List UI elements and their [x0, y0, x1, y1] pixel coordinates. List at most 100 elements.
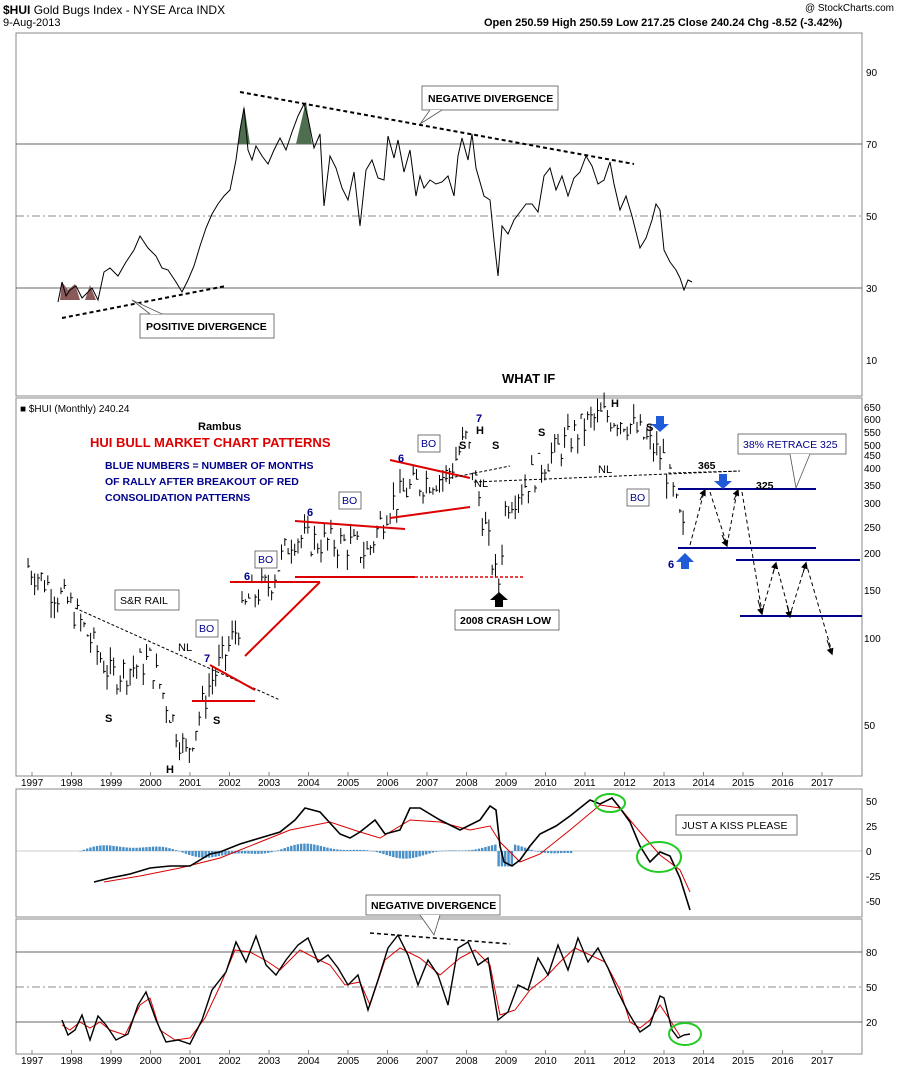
green-circle	[594, 793, 626, 813]
macd-hist-bar	[171, 849, 174, 851]
macd-hist-bar	[135, 847, 138, 851]
macd-hist-bar	[553, 851, 556, 854]
pattern-letters: S H S NL S H S NL S H S NL	[105, 398, 653, 776]
macd-hist-bar	[461, 850, 464, 851]
macd-hist-bar	[148, 846, 151, 851]
svg-text:NEGATIVE DIVERGENCE: NEGATIVE DIVERGENCE	[428, 93, 553, 105]
macd-hist-bar	[322, 846, 326, 851]
top-ytick: 90	[866, 68, 878, 79]
macd-hist-bar	[260, 851, 263, 854]
svg-text:200: 200	[864, 549, 881, 560]
kiss-label: JUST A KISS PLEASE	[675, 814, 798, 836]
bo-label: BO	[254, 550, 278, 569]
macd-hist-bar	[290, 845, 293, 851]
macd-hist-bar	[569, 851, 573, 854]
svg-text:2008 CRASH LOW: 2008 CRASH LOW	[460, 615, 551, 627]
macd-hist-bar	[342, 849, 346, 851]
x-tick-label: 2015	[732, 778, 755, 789]
x-tick-label: 2015	[732, 1056, 755, 1067]
macd-hist-bar	[543, 851, 546, 853]
macd-hist-bar	[191, 851, 194, 856]
rsi-ytick: 20	[866, 1018, 878, 1029]
macd-hist-bar	[464, 850, 467, 851]
x-tick-label: 2012	[614, 1056, 637, 1067]
main-x-axis: 1997 1998 1999 2000 2001 2002 2003 2004 2005 2006…	[21, 772, 834, 789]
macd-hist-bar	[533, 850, 537, 852]
macd-hist-bar	[197, 851, 201, 858]
macd-hist-bar	[375, 851, 379, 853]
macd-hist-bar	[128, 847, 132, 851]
macd-hist-bar	[520, 846, 523, 851]
neckline-2011	[473, 470, 741, 483]
bo-label: BO	[338, 491, 362, 510]
macd-hist-bar	[425, 851, 428, 855]
macd-hist-bar	[204, 851, 207, 858]
macd-hist-bar	[158, 846, 161, 851]
svg-text:450: 450	[864, 451, 881, 462]
blue-number: 7	[476, 413, 482, 425]
x-tick-label: 2014	[693, 1056, 716, 1067]
macd-hist-bar	[280, 849, 283, 851]
x-tick-label: 2017	[811, 1056, 834, 1067]
macd-hist-bar	[550, 851, 553, 854]
x-tick-label: 2011	[574, 1056, 596, 1067]
macd-hist-bar	[536, 851, 540, 852]
macd-hist-bar	[405, 851, 408, 859]
macd-hist-bar	[362, 849, 365, 851]
x-tick-label: 2004	[298, 778, 321, 789]
macd-hist-bar	[329, 848, 332, 851]
macd-hist-bar	[319, 845, 323, 851]
price-bars	[27, 392, 686, 764]
macd-hist-bar	[79, 851, 82, 852]
macd-hist-bar	[556, 851, 560, 854]
projection-arrow	[771, 561, 778, 574]
x-tick-label: 2009	[495, 778, 518, 789]
macd-hist-bar	[306, 843, 309, 851]
svg-text:350: 350	[864, 481, 881, 492]
svg-text:BO: BO	[258, 554, 273, 566]
macd-hist-bar	[421, 851, 425, 856]
projection-arrow	[801, 561, 808, 574]
macd-ytick: -50	[866, 897, 881, 908]
rsi-signal-line	[61, 947, 681, 1041]
macd-hist-bar	[369, 850, 372, 852]
blue-number: 6	[668, 559, 674, 571]
macd-hist-bar	[174, 850, 178, 851]
top-ytick: 70	[866, 140, 878, 151]
projection-arrow	[826, 639, 834, 656]
macd-hist-bar	[181, 851, 184, 853]
author-label: Rambus	[198, 421, 241, 433]
red-trendline-1	[209, 664, 256, 691]
macd-hist-bar	[115, 846, 119, 851]
macd-ytick: 50	[866, 797, 878, 808]
macd-hist-bar	[220, 851, 224, 856]
x-tick-label: 2013	[653, 1056, 676, 1067]
macd-hist-bar	[168, 848, 171, 851]
top-indicator-line	[57, 102, 693, 303]
macd-ytick: 0	[866, 847, 872, 858]
main-y-axis: 650 600 550 500 450 400 350 300 250 200 …	[864, 403, 881, 732]
macd-hist-bar	[178, 851, 181, 852]
x-tick-label: 2003	[258, 1056, 281, 1067]
chart-title: $HUI Gold Bugs Index - NYSE Arca INDX	[3, 3, 226, 17]
what-if-label: WHAT IF	[502, 371, 555, 386]
macd-hist-bar	[122, 847, 125, 851]
rsi-divergence-label: NEGATIVE DIVERGENCE	[365, 894, 501, 936]
macd-hist-bar	[346, 849, 349, 851]
macd-hist-bar	[293, 844, 296, 851]
macd-hist-bar	[336, 849, 339, 851]
svg-text:S: S	[646, 422, 653, 434]
blue-down-arrow	[714, 474, 732, 489]
projection-arrow	[757, 599, 764, 616]
macd-hist-bar	[431, 851, 435, 853]
x-tick-label: 1997	[21, 1056, 44, 1067]
macd-hist-bar	[365, 850, 369, 851]
rsi-ytick: 50	[866, 983, 878, 994]
macd-hist-bar	[523, 847, 527, 851]
macd-hist-bar	[504, 851, 507, 867]
macd-hist-bar	[89, 847, 92, 851]
x-tick-label: 2002	[219, 778, 242, 789]
macd-hist-bar	[155, 846, 158, 851]
main-panel-label: ■ $HUI (Monthly) 240.24	[20, 404, 130, 415]
green-circle	[668, 1022, 702, 1046]
